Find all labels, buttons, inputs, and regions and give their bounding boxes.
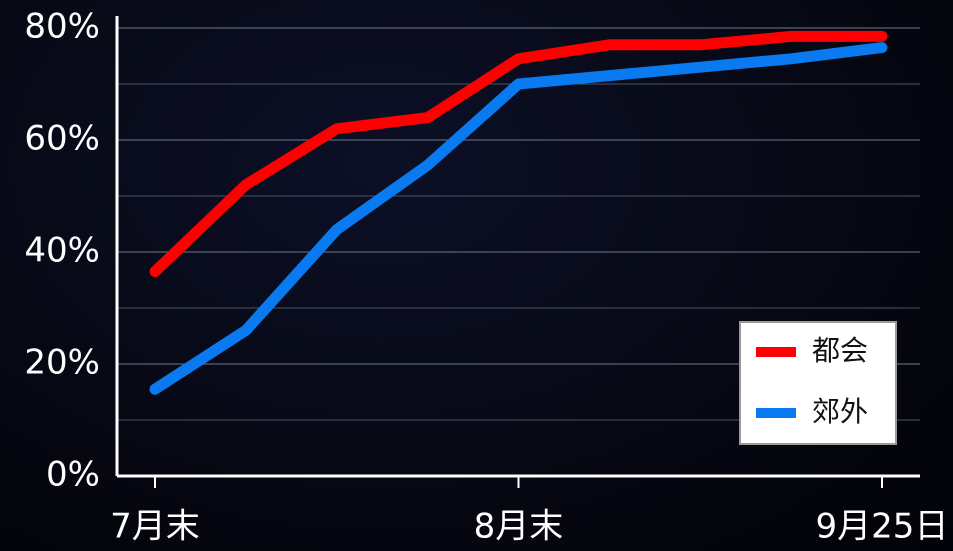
legend-label: 都会 <box>812 334 868 367</box>
y-tick-label: 80% <box>24 7 100 47</box>
line-series <box>149 30 888 278</box>
y-tick-label: 60% <box>24 119 100 159</box>
x-tick-label: 7月末 <box>110 507 200 547</box>
y-tick-label: 20% <box>24 343 100 383</box>
y-tick-label: 40% <box>24 231 100 271</box>
x-tick-label: 9月25日 <box>816 507 949 547</box>
line-series <box>149 42 888 395</box>
legend-box <box>739 321 897 445</box>
x-tick-label: 8月末 <box>474 507 564 547</box>
y-tick-label: 0% <box>46 455 100 495</box>
legend-label: 郊外 <box>812 395 868 428</box>
